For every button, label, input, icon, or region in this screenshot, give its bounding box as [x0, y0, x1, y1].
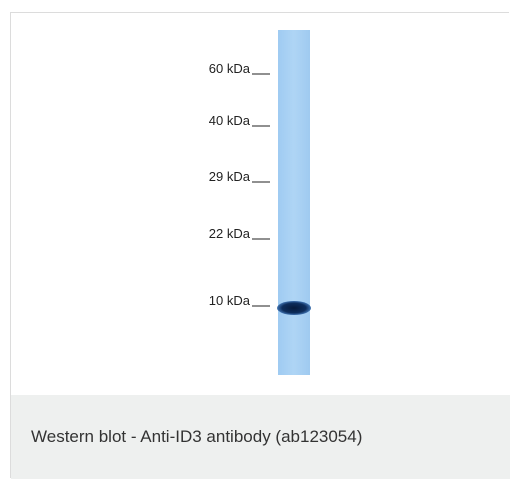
marker-label: 40 kDa — [209, 113, 251, 128]
marker-label: 22 kDa — [209, 226, 251, 241]
marker-label: 10 kDa — [209, 293, 251, 308]
marker-label: 29 kDa — [209, 169, 251, 184]
blot-image: 60 kDa 40 kDa 29 kDa 22 kDa 10 kDa — [0, 0, 510, 395]
caption-box: Western blot - Anti-ID3 antibody (ab1230… — [11, 395, 510, 479]
caption: Western blot - Anti-ID3 antibody (ab1230… — [31, 427, 362, 447]
lane — [278, 30, 310, 375]
marker-label: 60 kDa — [209, 61, 251, 76]
page: 60 kDa 40 kDa 29 kDa 22 kDa 10 kDa Western b… — [0, 0, 510, 479]
band — [277, 301, 311, 315]
marker-group: 60 kDa 40 kDa 29 kDa 22 kDa 10 kDa — [209, 61, 270, 308]
